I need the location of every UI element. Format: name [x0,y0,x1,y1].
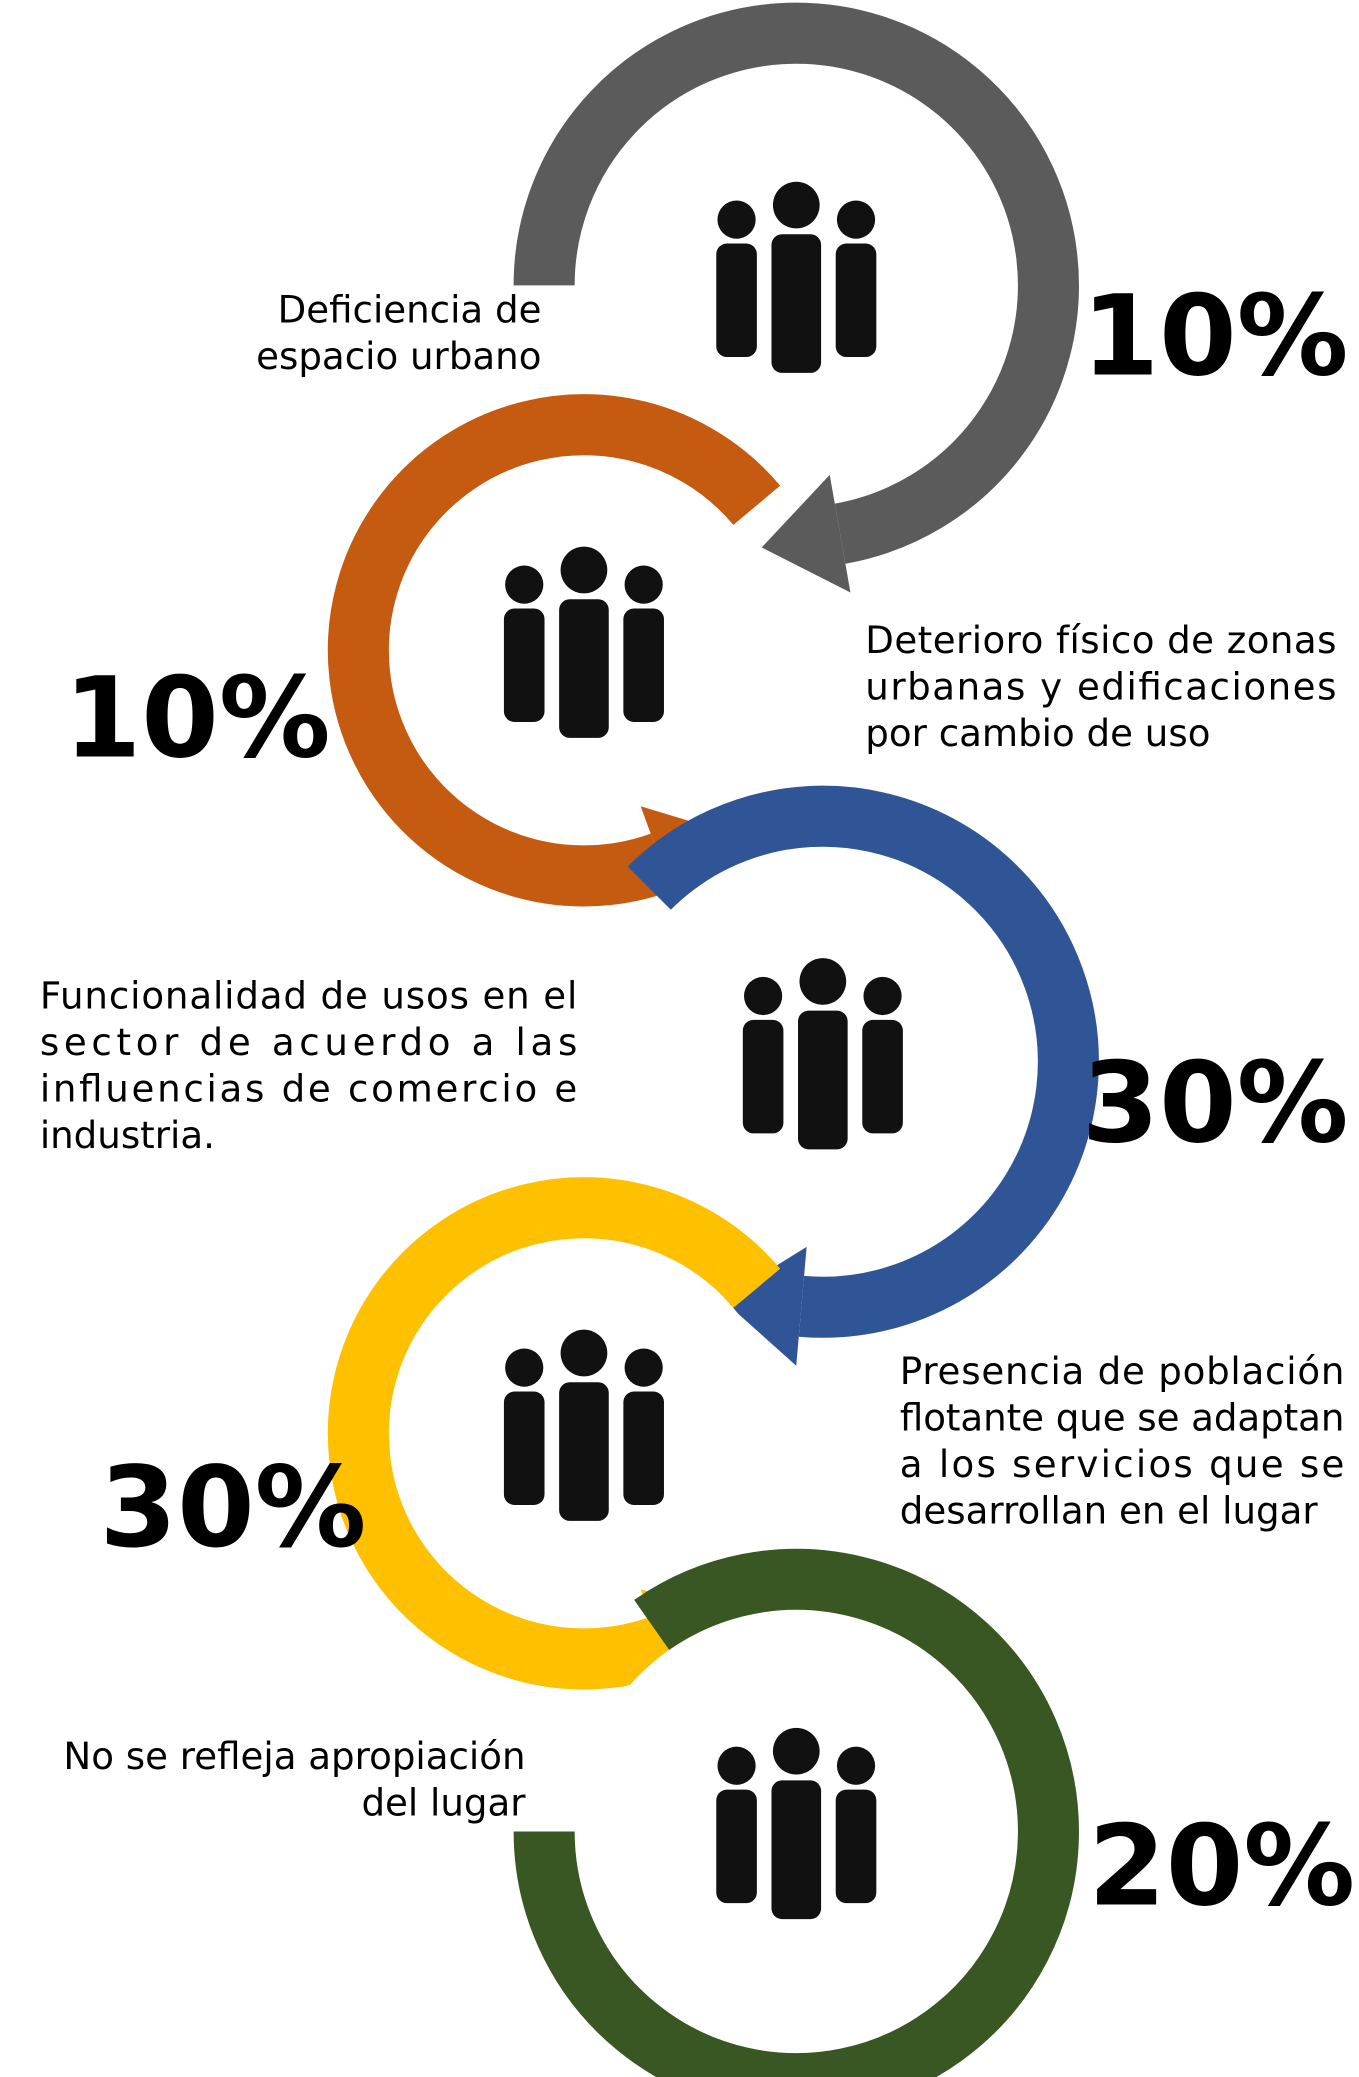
icon [716,182,876,373]
icon-body [836,244,877,357]
icon-head [505,566,543,604]
description-line: urbanas y edificaciones [865,665,1336,708]
percentage: 10% [1082,272,1349,401]
icon-head [863,977,901,1015]
icon-body [559,599,609,738]
description-line: sector de acuerdo a las [40,1021,577,1064]
description-line: influencias de comercio e [40,1068,577,1111]
description-line: espacio urbano [256,335,541,378]
page: Deficiencia deespacio urbano 10% Deterioro… [0,0,1359,2077]
icon [716,1728,876,1919]
percentage: 30% [100,1444,367,1573]
icon-body [716,244,757,357]
icon-body [743,1020,784,1133]
icon-body [504,609,545,722]
icon-head [837,1747,875,1785]
percentage: 30% [1082,1039,1349,1168]
icon-body [836,1790,877,1903]
icon-body [623,609,664,722]
icon-body [771,234,821,373]
icon-head [717,1747,755,1785]
icon-body [504,1392,545,1505]
icon-body [623,1392,664,1505]
icon [504,547,664,738]
icon-body [716,1790,757,1903]
icon-head [625,566,663,604]
description-line: a los servicios que se [900,1443,1345,1486]
description-line: No se refleja apropiación [63,1735,525,1778]
icon-head [505,1349,543,1387]
icon-head [744,977,782,1015]
icon [743,958,903,1149]
icon-head [561,547,608,594]
description-line: desarrollan en el lugar [900,1490,1319,1533]
description-line: Deterioro físico de zonas [865,619,1336,662]
percentage: 10% [64,654,331,783]
description-line: del lugar [361,1782,526,1825]
description-line: por cambio de uso [865,712,1210,755]
icon-head [837,201,875,239]
percentage: 20% [1088,1802,1355,1931]
icon-body [559,1382,609,1521]
description-line: industria. [40,1114,215,1157]
description-line: Presencia de población [900,1350,1345,1393]
icon-body [771,1780,821,1919]
icon-head [773,182,820,229]
icon [504,1330,664,1521]
description-line: Deficiencia de [278,289,542,332]
description-line: Funcionalidad de usos en el [40,975,577,1018]
icon-head [561,1330,608,1377]
icon-head [717,201,755,239]
description-line: flotante que se adaptan [900,1397,1345,1440]
icon-body [862,1020,903,1133]
infographic: Deficiencia deespacio urbano 10% Deterioro… [0,0,1359,2077]
icon-head [773,1728,820,1775]
icon-body [798,1011,848,1150]
icon-head [799,958,846,1005]
icon-head [625,1349,663,1387]
